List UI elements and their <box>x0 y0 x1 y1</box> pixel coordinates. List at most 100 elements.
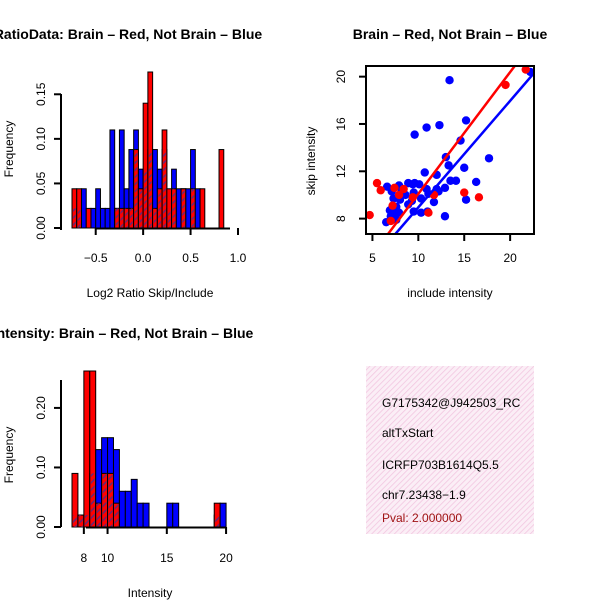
scatter-fit-line-brain <box>387 66 516 234</box>
scatter-point-brain <box>424 208 433 217</box>
scatter-point-brain <box>376 186 385 195</box>
intensity-bar-notbrain <box>118 490 126 528</box>
intensity-bar-overlap <box>90 473 95 527</box>
scatter-x-tick-label: 5 <box>369 251 376 265</box>
intensity-histogram-xlabel: Intensity <box>128 586 173 600</box>
intensity-bar-notbrain <box>219 502 227 528</box>
intensity-bar-notbrain <box>172 502 180 528</box>
intensity-bar-overlap <box>73 515 77 527</box>
ratio-histogram-title: RatioData: Brain – Red, Not Brain – Blue <box>0 26 262 42</box>
intensity-histogram-bars <box>71 370 227 528</box>
ratio-bar-overlap <box>77 208 81 228</box>
ratio-bar-overlap <box>129 208 133 228</box>
intensity-histogram-title: Intensity: Brain – Red, Not Brain – Blue <box>0 325 254 341</box>
ratio-bar-overlap <box>73 208 76 228</box>
ratio-bar-overlap <box>144 169 147 228</box>
ratio-bar-notbrain <box>104 207 111 229</box>
ratio-bar-notbrain <box>80 188 87 229</box>
scatter-point-notbrain <box>461 116 471 125</box>
intensity-bar-notbrain <box>136 502 144 528</box>
scatter-x-tick-label: 20 <box>503 251 517 265</box>
ratio-bar-brain <box>85 207 92 229</box>
scatter-point-notbrain <box>435 120 444 130</box>
ratio-histogram-bars <box>71 71 225 229</box>
scatter-ylabel: skip intensity <box>304 127 318 196</box>
intensity-histogram: Intensity: Brain – Red, Not Brain – Blue… <box>0 325 254 600</box>
scatter-point-notbrain <box>404 200 413 209</box>
intensity-bar-overlap <box>102 473 107 527</box>
scatter-point-notbrain <box>422 123 431 132</box>
scatter-y-tick-label: 8 <box>334 215 348 222</box>
scatter-marks <box>366 66 534 234</box>
ratio-bar-overlap <box>191 188 195 228</box>
intensity-bar-overlap <box>78 515 83 527</box>
intensity-bar-overlap <box>108 473 113 527</box>
intensity-bar-notbrain <box>166 502 174 528</box>
intensity-bar-notbrain <box>130 478 138 528</box>
intensity-scatter: Brain – Red, Not Brain – Blue 5 10 15 20 8 12… <box>304 26 547 300</box>
info-panel: G7175342@J942503_RC altTxStart ICRFP703B… <box>366 366 534 534</box>
ratio-bar-overlap <box>163 149 166 228</box>
scatter-point-brain <box>394 190 404 200</box>
scatter-point-notbrain <box>445 75 454 85</box>
scatter-point-brain <box>460 188 469 197</box>
ratio-bar-overlap <box>120 208 124 228</box>
info-event-type: altTxStart <box>382 426 434 440</box>
ratio-bar-notbrain <box>175 188 182 229</box>
intensity-histogram-ylabel: Frequency <box>2 427 16 484</box>
info-pval: Pval: 2.000000 <box>382 511 462 525</box>
scatter-x-tick-label: 10 <box>412 251 426 265</box>
ratio-bar-overlap <box>134 149 138 228</box>
intensity-bar-overlap <box>96 503 101 527</box>
scatter-point-brain <box>474 193 484 202</box>
scatter-point-notbrain <box>408 180 418 189</box>
scatter-title: Brain – Red, Not Brain – Blue <box>353 26 548 42</box>
intensity-y-tick-label: 0.00 <box>34 515 48 539</box>
scatter-point-notbrain <box>420 168 429 177</box>
ratio-bar-overlap <box>153 208 157 228</box>
scatter-point-brain <box>372 178 382 188</box>
scatter-point-brain <box>388 201 397 210</box>
scatter-point-notbrain <box>461 195 471 204</box>
ratio-bar-brain <box>199 188 206 229</box>
ratio-y-tick-label: 0.10 <box>34 127 48 151</box>
scatter-point-notbrain <box>429 197 439 207</box>
ratio-bar-overlap <box>148 149 152 228</box>
scatter-xlabel: include intensity <box>407 286 492 300</box>
scatter-point-notbrain <box>484 154 494 163</box>
info-probe-id: G7175342@J942503_RC <box>382 396 521 410</box>
ratio-bar-overlap <box>139 188 143 228</box>
ratio-bar-overlap <box>115 208 119 228</box>
scatter-point-notbrain <box>471 177 481 187</box>
intensity-bar-overlap <box>84 515 89 527</box>
ratio-bar-notbrain <box>194 188 201 229</box>
ratio-x-tick-label: 1.0 <box>230 251 247 265</box>
intensity-x-tick-label: 15 <box>160 551 174 565</box>
scatter-point-notbrain <box>460 163 469 172</box>
scatter-point-brain <box>366 210 374 220</box>
intensity-x-tick-label: 20 <box>219 551 233 565</box>
ratio-bar-overlap <box>167 208 171 228</box>
scatter-point-brain <box>399 184 408 194</box>
scatter-plot-area: 5 10 15 20 8 12 16 20 <box>334 65 535 265</box>
scatter-point-brain <box>521 66 530 74</box>
ratio-y-tick-label: 0.15 <box>34 82 48 106</box>
scatter-point-notbrain <box>440 212 450 221</box>
scatter-point-notbrain <box>415 180 424 189</box>
info-panel-hatching <box>366 366 534 534</box>
ratio-histogram-ylabel: Frequency <box>2 121 16 178</box>
scatter-y-tick-label: 16 <box>334 117 348 131</box>
scatter-point-notbrain <box>444 161 453 170</box>
ratio-x-tick-label: 0.0 <box>135 251 152 265</box>
scatter-point-notbrain <box>416 208 426 217</box>
scatter-point-notbrain <box>410 130 419 139</box>
ratio-bar-notbrain <box>95 188 101 229</box>
ratio-bar-overlap <box>125 208 128 228</box>
ratio-bar-overlap <box>182 188 185 228</box>
scatter-point-notbrain <box>451 176 461 185</box>
ratio-bar-notbrain <box>90 207 97 229</box>
intensity-bar-notbrain <box>124 490 132 528</box>
scatter-point-notbrain <box>440 183 450 193</box>
ratio-bar-brain <box>218 149 225 229</box>
